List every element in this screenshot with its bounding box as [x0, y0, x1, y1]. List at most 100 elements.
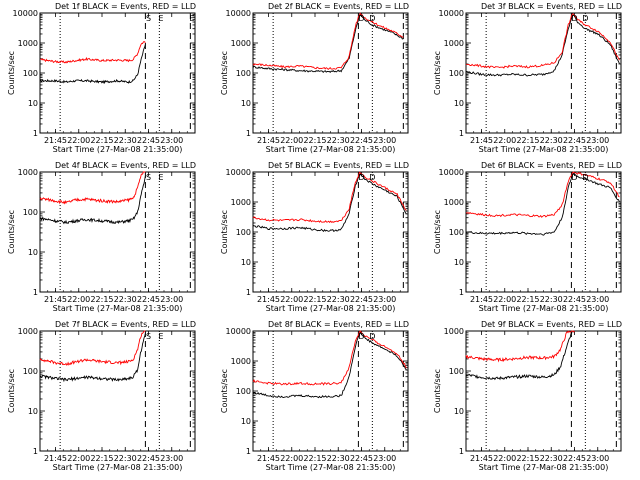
panel-title: Det 4f BLACK = Events, RED = LLD	[55, 161, 196, 170]
x-tick-label: 22:30	[114, 454, 137, 463]
x-tick-label: 22:45	[350, 136, 373, 145]
x-tick-label: 22:30	[327, 295, 350, 304]
panel-title: Det 2f BLACK = Events, RED = LLD	[268, 2, 409, 11]
y-axis-label: Counts/sec	[220, 51, 229, 95]
y-tick-label: 10	[454, 99, 464, 108]
panel-title: Det 8f BLACK = Events, RED = LLD	[268, 320, 409, 329]
x-axis-label: Start Time (27-Mar-08 21:35:00)	[53, 463, 183, 472]
x-tick-label: 23:00	[373, 295, 396, 304]
x-tick-label: 22:45	[563, 454, 586, 463]
y-tick-label: 100	[23, 69, 38, 78]
x-tick-label: 22:00	[67, 295, 90, 304]
lld-series-line	[39, 330, 146, 366]
x-tick-label: 22:15	[90, 136, 113, 145]
panel-2: Det 2f BLACK = Events, RED = LLD 1 10 100 10…	[220, 2, 409, 154]
x-tick-label: 22:30	[327, 136, 350, 145]
y-axis-label: Counts/sec	[220, 369, 229, 413]
events-series-line	[465, 330, 575, 381]
panel-5: Det 5f BLACK = Events, RED = LLD 1 10 100 10…	[220, 161, 409, 313]
panel-9: Det 9f BLACK = Events, RED = LLD 1 10 100 10…	[433, 320, 622, 472]
y-axis-label: Counts/sec	[433, 210, 442, 254]
y-tick-label: 100	[449, 69, 464, 78]
lld-series-line	[39, 171, 146, 205]
panel-7: Det 7f BLACK = Events, RED = LLD 1 10 100 10…	[7, 320, 196, 472]
plot-frame	[465, 171, 622, 293]
y-tick-label: 1	[246, 129, 251, 138]
x-tick-label: 22:00	[280, 295, 303, 304]
y-tick-label: 1	[33, 129, 38, 138]
x-tick-label: 21:45	[257, 136, 280, 145]
x-tick-label: 22:30	[540, 136, 563, 145]
x-tick-label: 22:00	[67, 136, 90, 145]
y-tick-label: 1	[459, 129, 464, 138]
marker-label: S	[146, 332, 151, 341]
marker-label: E	[158, 173, 163, 182]
x-tick-label: 23:00	[586, 295, 609, 304]
x-tick-label: 22:00	[493, 454, 516, 463]
events-series-line	[252, 331, 407, 399]
y-tick-label: 10000	[439, 168, 464, 177]
marker-label: D	[582, 14, 588, 23]
marker-label: D	[571, 14, 577, 23]
x-tick-label: 22:15	[90, 454, 113, 463]
y-tick-label: 100	[23, 367, 38, 376]
events-series-line	[39, 44, 146, 85]
x-tick-label: 22:45	[350, 454, 373, 463]
y-tick-label: 1	[33, 447, 38, 456]
events-series-line	[40, 175, 146, 225]
marker-label: D	[571, 173, 577, 182]
x-axis-label: Start Time (27-Mar-08 21:35:00)	[266, 304, 396, 313]
y-tick-label: 10	[241, 258, 251, 267]
x-tick-label: 22:00	[67, 454, 90, 463]
x-tick-label: 22:30	[540, 295, 563, 304]
x-tick-label: 22:00	[493, 295, 516, 304]
marker-label: S	[146, 14, 151, 23]
marker-label: D	[582, 173, 588, 182]
events-series-line	[465, 14, 620, 77]
y-tick-label: 10000	[226, 9, 251, 18]
y-tick-label: 10	[454, 258, 464, 267]
x-tick-label: 22:15	[303, 295, 326, 304]
x-tick-label: 22:00	[280, 136, 303, 145]
x-tick-label: 22:15	[90, 295, 113, 304]
x-tick-label: 22:15	[516, 454, 539, 463]
marker-label: D	[358, 14, 364, 23]
x-tick-label: 21:45	[44, 295, 67, 304]
y-tick-label: 10	[28, 248, 38, 257]
x-axis-label: Start Time (27-Mar-08 21:35:00)	[479, 145, 609, 154]
y-tick-label: 10000	[439, 9, 464, 18]
y-tick-label: 1000	[444, 39, 464, 48]
x-tick-label: 22:30	[114, 295, 137, 304]
plot-frame	[39, 171, 196, 293]
x-tick-label: 22:15	[516, 136, 539, 145]
panel-title: Det 6f BLACK = Events, RED = LLD	[481, 161, 622, 170]
x-tick-label: 22:00	[280, 454, 303, 463]
y-tick-label: 1000	[18, 327, 38, 336]
marker-label: E	[158, 332, 163, 341]
marker-label: D	[369, 332, 375, 341]
y-tick-label: 1000	[18, 39, 38, 48]
y-axis-label: Counts/sec	[433, 51, 442, 95]
y-axis-label: Counts/sec	[7, 210, 16, 254]
x-axis-label: Start Time (27-Mar-08 21:35:00)	[53, 145, 183, 154]
y-tick-label: 10000	[226, 327, 251, 336]
x-tick-label: 23:00	[586, 454, 609, 463]
x-tick-label: 23:00	[586, 136, 609, 145]
marker-label: S	[146, 173, 151, 182]
panel-8: Det 8f BLACK = Events, RED = LLD 1 10 100 10…	[220, 320, 409, 472]
events-series-line	[252, 14, 404, 73]
y-tick-label: 1	[33, 288, 38, 297]
y-tick-label: 100	[449, 228, 464, 237]
x-tick-label: 23:00	[160, 454, 183, 463]
plot-frame	[465, 330, 622, 452]
panel-3: Det 3f BLACK = Events, RED = LLD 1 10 100 10…	[433, 2, 622, 154]
x-tick-label: 22:45	[563, 136, 586, 145]
marker-label: D	[358, 332, 364, 341]
y-tick-label: 10000	[226, 168, 251, 177]
y-tick-label: 100	[236, 387, 251, 396]
lld-series-line	[466, 171, 620, 218]
x-axis-label: Start Time (27-Mar-08 21:35:00)	[479, 463, 609, 472]
y-tick-label: 10	[241, 99, 251, 108]
x-tick-label: 22:45	[137, 454, 160, 463]
y-tick-label: 1	[246, 447, 251, 456]
